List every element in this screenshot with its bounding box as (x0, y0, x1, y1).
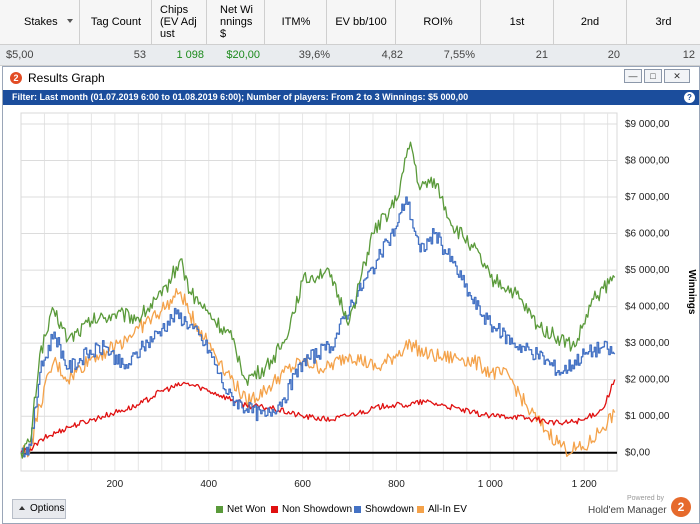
column-header-label: Stakes (24, 16, 58, 28)
cell-net-winnings: $20,00 (226, 49, 260, 61)
column-header-3rd[interactable]: 3rd (627, 0, 700, 44)
column-header-label: ITM% (281, 16, 311, 28)
options-label: Options (30, 503, 65, 514)
hem-logo-icon: 2 (10, 72, 22, 84)
y-tick-label: $9 000,00 (625, 119, 670, 130)
help-icon[interactable]: ? (684, 92, 695, 103)
column-header-net-winnings[interactable]: Net Winnings $ (208, 0, 265, 44)
arrow-up-icon (19, 506, 25, 510)
filter-bar: Filter: Last month (01.07.2019 6:00 to 0… (3, 90, 699, 105)
legend-label: Non Showdown (282, 504, 353, 515)
legend-swatch (216, 506, 223, 513)
legend-label: Showdown (365, 504, 414, 515)
column-header-label: Tag Count (90, 16, 142, 28)
stats-table-header: Stakes Tag Count Chips (EV Adjust Net Wi… (0, 0, 700, 45)
y-tick-label: $7 000,00 (625, 192, 670, 203)
legend-swatch (354, 506, 361, 513)
x-tick-label: 600 (294, 479, 311, 490)
series-line-showdown (21, 196, 616, 458)
y-tick-label: $5 000,00 (625, 265, 670, 276)
x-tick-label: 1 200 (572, 479, 597, 490)
y-tick-label: $1 000,00 (625, 411, 670, 422)
column-header-label: 3rd (655, 16, 672, 28)
results-graph-window: 2 Results Graph — □ ✕ Filter: Last month… (2, 66, 700, 524)
powered-by-text: Powered by (627, 495, 664, 502)
y-tick-label: $8 000,00 (625, 155, 670, 166)
column-header-itm[interactable]: ITM% (266, 0, 327, 44)
legend-swatch (417, 506, 424, 513)
cell-ev-bb100: 4,82 (381, 49, 403, 61)
column-header-stakes[interactable]: Stakes (0, 0, 80, 44)
column-header-label: 1st (509, 16, 525, 28)
series-line-non-showdown (20, 379, 616, 454)
x-tick-label: 400 (200, 479, 217, 490)
column-header-chips-ev[interactable]: Chips (EV Adjust (152, 0, 207, 44)
hem-brand-logo-icon: 2 (671, 497, 691, 517)
cell-itm: 39,6% (298, 49, 330, 61)
cell-tag-count: 53 (133, 49, 146, 61)
y-tick-label: $6 000,00 (625, 229, 670, 240)
window-title: Results Graph (28, 71, 105, 85)
cell-3rd: 12 (682, 49, 695, 61)
window-titlebar[interactable]: 2 Results Graph — □ ✕ (3, 67, 699, 89)
chart-bottom-bar: Options Net Won Non Showdown Showdown Al… (3, 495, 699, 523)
column-header-roi[interactable]: ROI% (396, 0, 481, 44)
x-tick-label: 800 (388, 479, 405, 490)
column-header-label: EV bb/100 (335, 16, 387, 28)
table-row[interactable]: $5,00 53 1 098 $20,00 39,6% 4,82 7,55% 2… (0, 45, 700, 66)
legend-label: All-In EV (428, 504, 467, 515)
y-tick-label: $2 000,00 (625, 375, 670, 386)
close-icon: ✕ (673, 71, 681, 81)
column-header-label: Net Winnings $ (220, 4, 253, 40)
column-header-label: 2nd (580, 16, 600, 28)
plot-area (20, 112, 618, 472)
legend-all-in-ev[interactable]: All-In EV (417, 504, 467, 516)
restore-icon: □ (650, 71, 656, 81)
column-header-label: Chips (EV Adjust (160, 4, 197, 40)
cell-roi: 7,55% (443, 49, 475, 61)
legend-non-showdown[interactable]: Non Showdown (271, 504, 352, 516)
x-tick-label: 200 (107, 479, 124, 490)
y-tick-label: $3 000,00 (625, 338, 670, 349)
legend-showdown[interactable]: Showdown (354, 504, 414, 516)
column-header-label: ROI% (423, 16, 453, 28)
cell-chips-ev: 1 098 (176, 49, 204, 61)
column-header-tag-count[interactable]: Tag Count (81, 0, 152, 44)
column-header-1st[interactable]: 1st (481, 0, 554, 44)
legend-label: Net Won (227, 504, 266, 515)
y-axis-title: Winnings (686, 270, 697, 315)
results-line-chart: $0,00 $1 000,00 $2 000,00 $3 000,00 $4 000,0… (20, 112, 697, 490)
close-button[interactable]: ✕ (664, 69, 690, 83)
dropdown-arrow-icon[interactable] (67, 19, 73, 23)
cell-1st: 21 (535, 49, 548, 61)
restore-button[interactable]: □ (644, 69, 662, 83)
brand-name: Hold'em Manager (588, 505, 667, 516)
cell-stakes: $5,00 (6, 49, 34, 61)
column-header-ev-bb100[interactable]: EV bb/100 (327, 0, 396, 44)
cell-2nd: 20 (607, 49, 620, 61)
legend-net-won[interactable]: Net Won (216, 504, 266, 516)
legend-swatch (271, 506, 278, 513)
y-tick-label: $4 000,00 (625, 302, 670, 313)
minimize-icon: — (628, 71, 638, 81)
options-button[interactable]: Options (12, 499, 66, 519)
x-tick-label: 1 000 (478, 479, 503, 490)
filter-text: Filter: Last month (01.07.2019 6:00 to 0… (12, 92, 469, 102)
y-tick-label: $0,00 (625, 448, 650, 459)
series-line-net-won (20, 141, 616, 459)
column-header-2nd[interactable]: 2nd (554, 0, 627, 44)
minimize-button[interactable]: — (624, 69, 642, 83)
